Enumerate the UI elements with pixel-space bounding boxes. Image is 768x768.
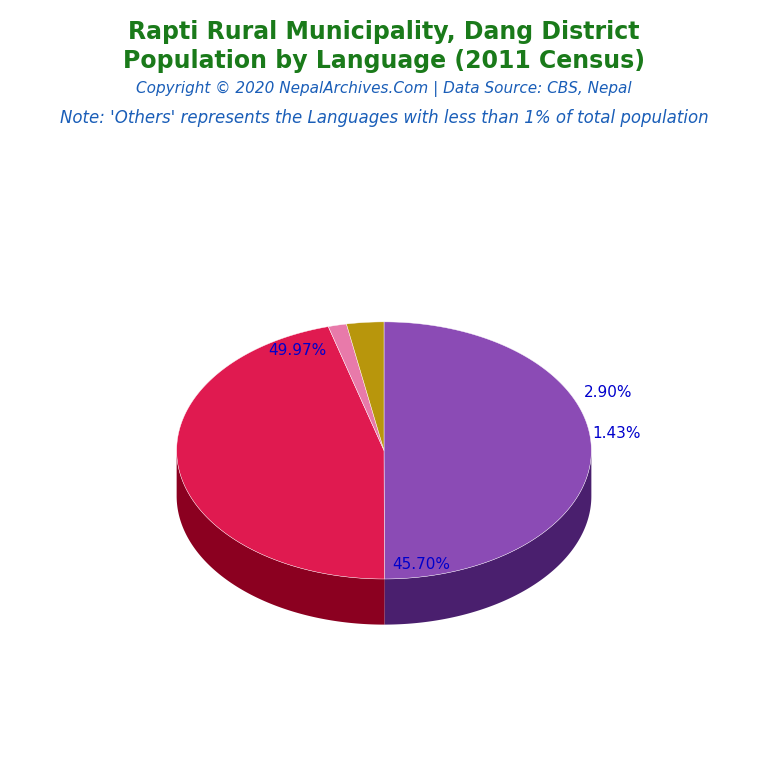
Polygon shape: [328, 324, 384, 450]
Text: 45.70%: 45.70%: [392, 557, 450, 572]
Text: 49.97%: 49.97%: [268, 343, 326, 359]
Text: Rapti Rural Municipality, Dang District: Rapti Rural Municipality, Dang District: [128, 20, 640, 45]
Polygon shape: [177, 326, 385, 579]
Text: Population by Language (2011 Census): Population by Language (2011 Census): [123, 49, 645, 74]
Polygon shape: [384, 322, 591, 579]
Polygon shape: [385, 451, 591, 624]
Text: Note: 'Others' represents the Languages with less than 1% of total population: Note: 'Others' represents the Languages …: [60, 108, 708, 127]
Polygon shape: [177, 452, 385, 624]
Text: 2.90%: 2.90%: [584, 385, 632, 400]
Text: 1.43%: 1.43%: [592, 426, 641, 442]
Text: Copyright © 2020 NepalArchives.Com | Data Source: CBS, Nepal: Copyright © 2020 NepalArchives.Com | Dat…: [136, 81, 632, 97]
Polygon shape: [346, 322, 384, 450]
